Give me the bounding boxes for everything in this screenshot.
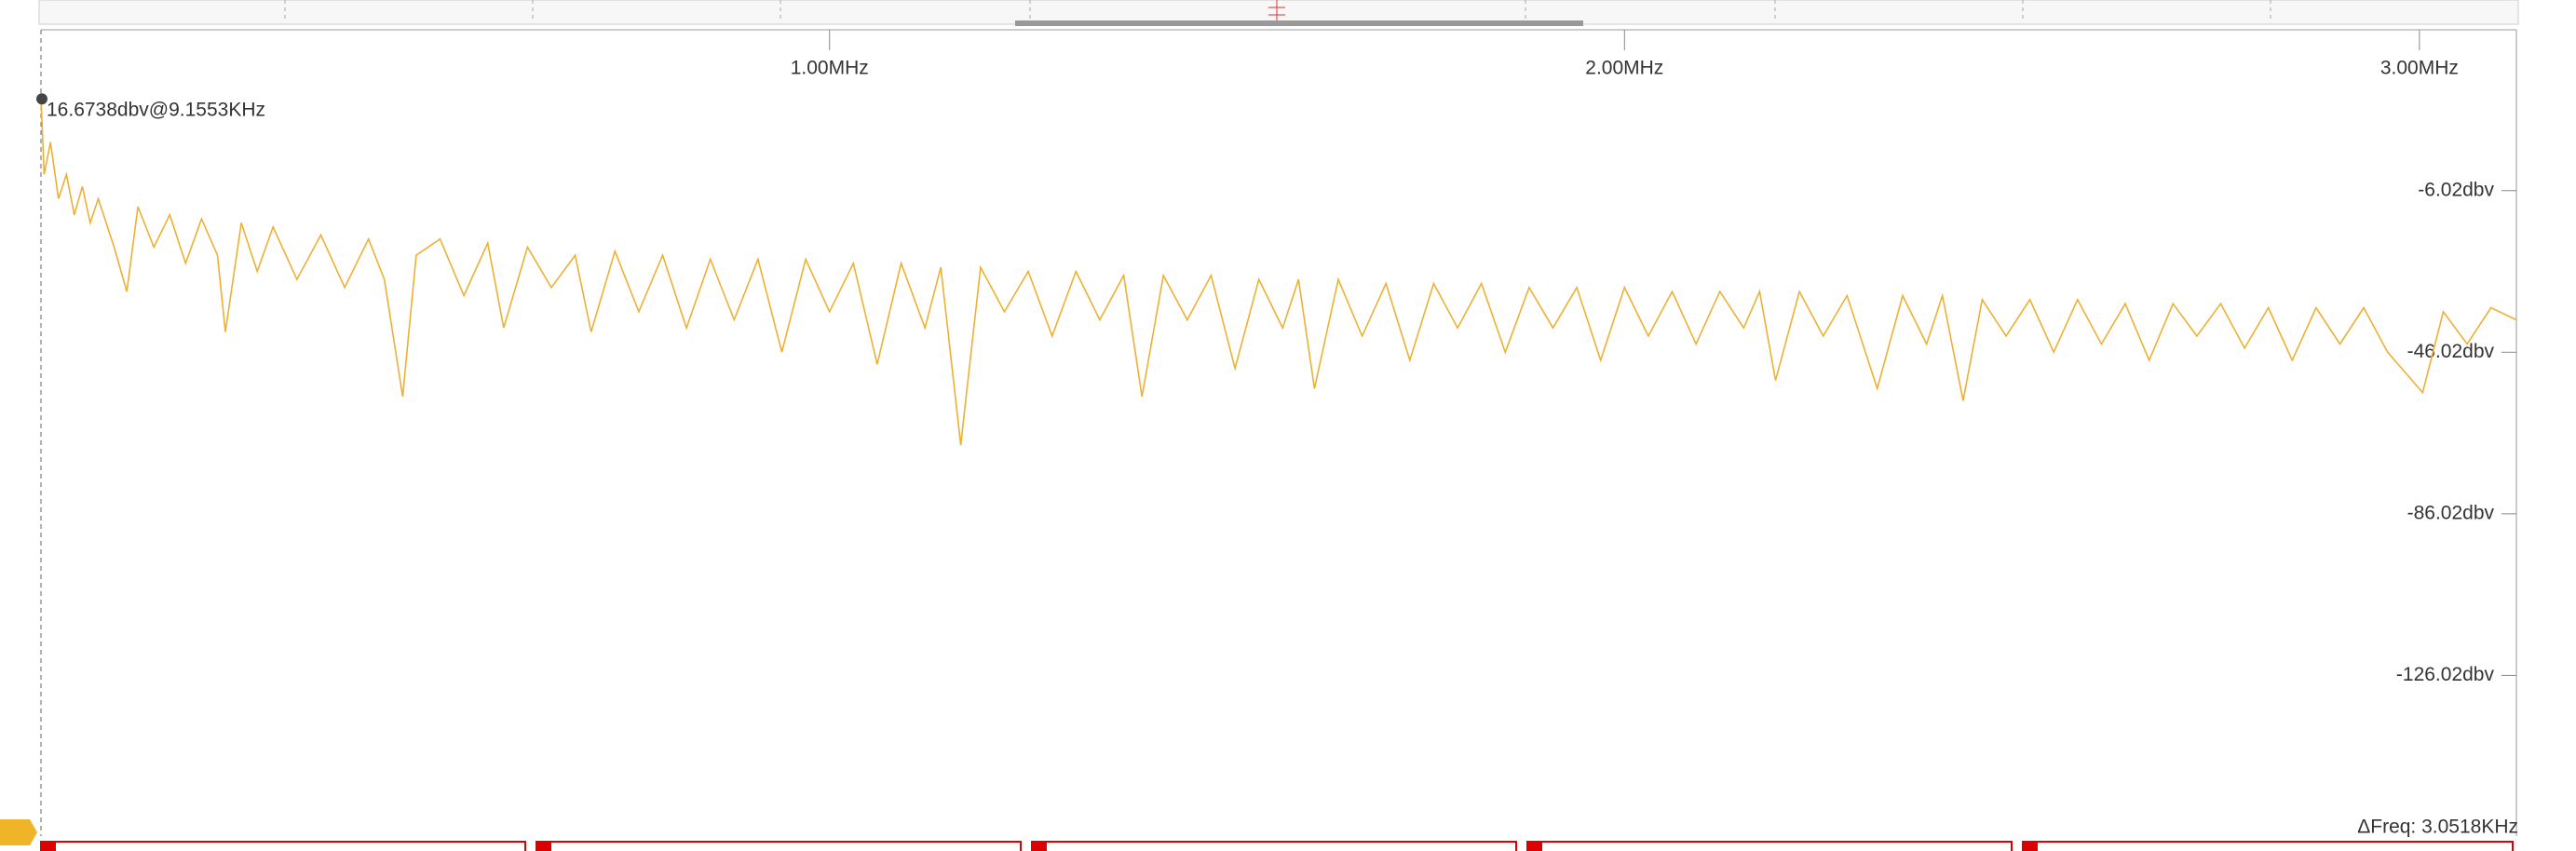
x-tick-label: 1.00MHz [791, 58, 869, 79]
overview-dividers [284, 0, 2271, 22]
marker-point [35, 93, 47, 105]
delta-freq: ΔFreq: 3.0518KHz [2357, 817, 2518, 838]
y-tick-label: -86.02dbv [2407, 502, 2495, 523]
x-tick-label: 2.00MHz [1585, 58, 1663, 79]
channel-indicator[interactable] [0, 819, 37, 845]
overview-strip[interactable] [38, 0, 2519, 25]
x-tick-label: 3.00MHz [2380, 58, 2459, 79]
overview-window[interactable] [1015, 20, 1583, 26]
y-tick-label: -46.02dbv [2407, 341, 2495, 362]
y-tick-label: -126.02dbv [2396, 664, 2495, 685]
marker-label: 16.6738dbv@9.1553KHz [47, 100, 265, 121]
y-tick-label: -6.02dbv [2418, 179, 2494, 200]
overview-cursor[interactable] [1268, 0, 1285, 20]
trace [40, 99, 2517, 446]
channel-tabs[interactable] [41, 842, 2038, 851]
